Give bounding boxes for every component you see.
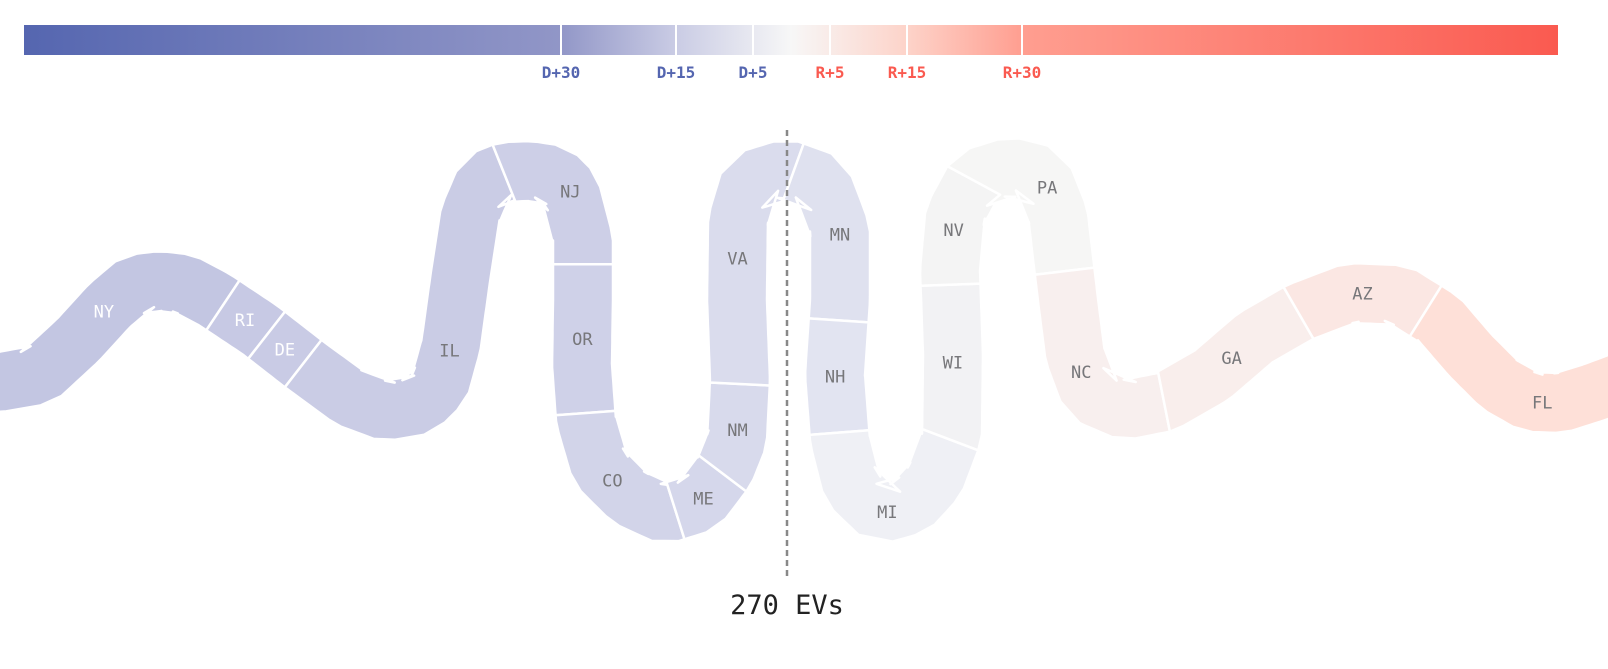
scale-tick-label: D+15: [657, 63, 696, 82]
state-labels: NY RI DE IL NJ OR CO ME NM VA MN NH MI WI NV PA NC GA AZ FL…: [94, 179, 1553, 523]
state-label-ga: GA: [1221, 349, 1241, 369]
state-label-nh: NH: [825, 368, 845, 388]
scale-tick-label: R+15: [888, 63, 927, 82]
state-label-nc: NC: [1071, 363, 1091, 383]
state-label-wi: WI: [943, 353, 963, 373]
state-label-nm: NM: [727, 421, 747, 441]
state-label-or: OR: [572, 330, 593, 350]
scale-tick-label: R+5: [816, 63, 845, 82]
state-label-va: VA: [727, 249, 747, 269]
state-label-me: ME: [693, 489, 713, 509]
state-label-mn: MN: [830, 225, 850, 245]
state-label-de: DE: [275, 340, 295, 360]
state-segment-va: [705, 140, 805, 387]
state-label-fl: FL: [1532, 393, 1552, 413]
scale-ticks: D+30 D+15 D+5 R+5 R+15 R+30: [542, 25, 1042, 82]
state-segment-nj: [491, 139, 615, 266]
state-segment-mi: [808, 427, 980, 543]
state-segment-nc: [1033, 266, 1172, 440]
state-label-pa: PA: [1037, 179, 1057, 199]
state-label-az: AZ: [1352, 285, 1372, 305]
state-label-mi: MI: [877, 503, 897, 523]
state-label-co: CO: [602, 471, 622, 491]
state-segment-fl: [1408, 284, 1608, 435]
scale-tick-label: R+30: [1003, 63, 1042, 82]
state-segment-il: [283, 143, 517, 441]
state-label-ri: RI: [235, 311, 255, 331]
state-segment-ny: [0, 250, 241, 413]
color-scale-bar: [24, 25, 1558, 55]
scale-tick-label: D+30: [542, 63, 581, 82]
partisan-lean-color-scale: D+30 D+15 D+5 R+5 R+15 R+30: [24, 25, 1558, 82]
state-segment-mn: [782, 142, 872, 324]
state-label-il: IL: [439, 341, 459, 361]
scale-tick-label: D+5: [739, 63, 768, 82]
270-ev-label: 270 EVs: [730, 590, 844, 621]
state-label-ny: NY: [94, 303, 114, 323]
state-segments: [0, 137, 1608, 543]
state-label-nv: NV: [943, 221, 963, 241]
state-label-nj: NJ: [560, 183, 580, 203]
